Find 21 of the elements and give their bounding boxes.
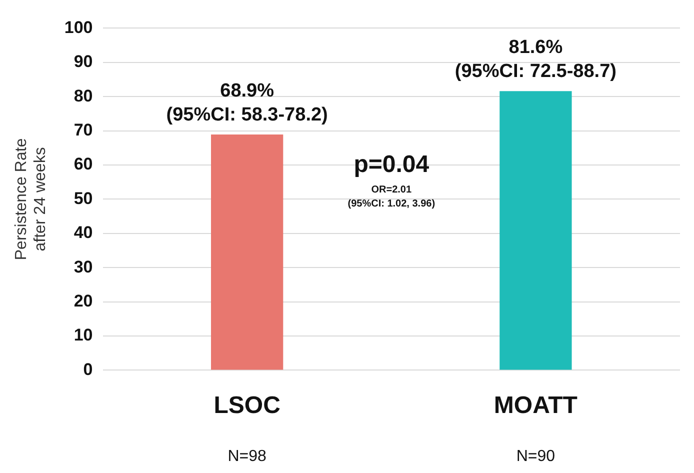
annotation: OR=2.01: [371, 184, 412, 196]
y-tick-label: 30: [74, 257, 93, 276]
x-tick-label: LSOC: [214, 392, 280, 420]
x-tick-label: MOATT: [494, 392, 578, 420]
y-axis-title: Persistence Rate after 24 weeks: [13, 138, 50, 260]
y-tick-label: 70: [74, 120, 93, 140]
y-tick-label: 100: [64, 18, 93, 37]
y-tick-label: 10: [74, 326, 93, 345]
y-tick-label: 50: [74, 188, 93, 208]
annotation: p=0.04: [354, 150, 430, 178]
y-tick-label: 0: [83, 360, 93, 379]
text: N=90: [516, 448, 556, 465]
data-label: 68.9% (95%CI: 58.3-78.2): [166, 80, 328, 126]
text: N=98: [228, 448, 267, 465]
y-tick-label: 40: [74, 223, 93, 242]
data-label: 81.6% (95%CI: 72.5-88.7): [454, 37, 616, 82]
y-tick-label: 90: [74, 52, 93, 72]
y-tick-label: 60: [74, 154, 93, 174]
y-tick-label: 20: [74, 291, 93, 310]
y-tick-label: 80: [74, 86, 93, 106]
annotation: (95%CI: 1.02, 3.96): [348, 198, 436, 210]
